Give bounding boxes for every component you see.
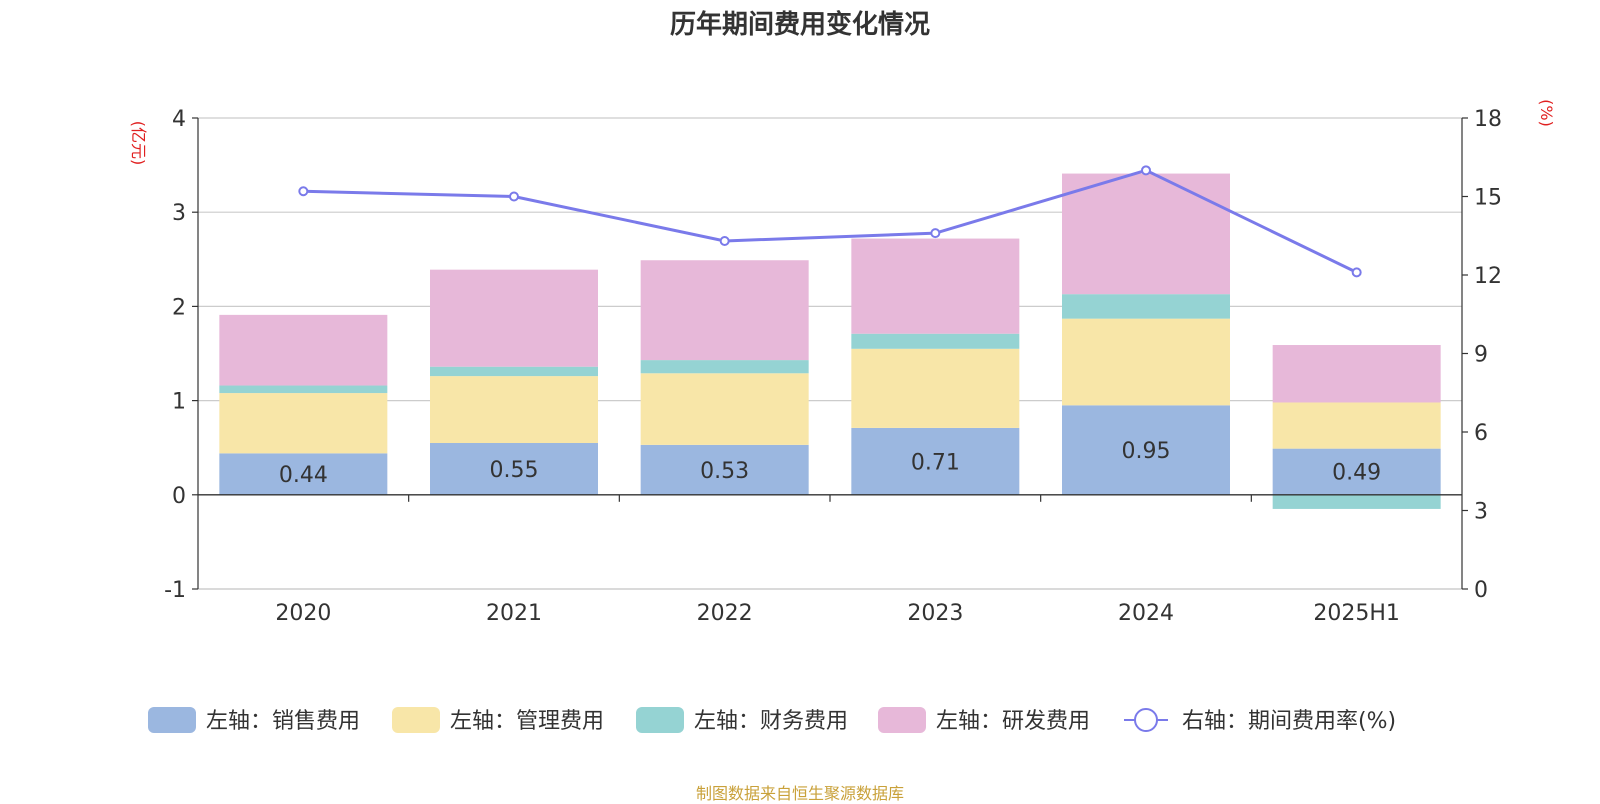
bar-左轴：研发费用-2024 <box>1062 173 1230 295</box>
bar-左轴：财务费用-2025H1 <box>1272 494 1441 509</box>
right-axis-tick-label: 12 <box>1474 264 1502 289</box>
bar-左轴：研发费用-2023 <box>851 238 1020 334</box>
bar-series <box>219 173 1441 509</box>
bar-左轴：销售费用-2020 <box>219 453 388 495</box>
bar-左轴：管理费用-2024 <box>1062 318 1230 406</box>
left-axis-tick-label: 2 <box>172 295 186 320</box>
bar-左轴：管理费用-2020 <box>219 393 388 454</box>
bar-左轴：管理费用-2021 <box>430 376 598 443</box>
right-axis-tick-label: 3 <box>1474 500 1488 525</box>
bar-左轴：研发费用-2022 <box>640 260 809 361</box>
rate-line <box>303 168 1358 274</box>
rate-point-2021 <box>509 191 519 202</box>
bar-左轴：财务费用-2020 <box>219 385 388 394</box>
left-axis-tick-label: 1 <box>172 390 186 415</box>
bar-左轴：销售费用-2024 <box>1062 405 1230 495</box>
bar-左轴：财务费用-2022 <box>640 360 809 374</box>
rate-point-2024 <box>1141 165 1151 176</box>
bar-左轴：管理费用-2022 <box>640 373 809 445</box>
left-axis-tick-label: 0 <box>172 484 186 509</box>
legend: 左轴：销售费用 左轴：管理费用 左轴：财务费用 左轴：研发费用 右轴：期间费用率(%) <box>148 707 1396 734</box>
source-note: 制图数据来自恒生聚源数据库 <box>695 784 904 803</box>
bar-左轴：研发费用-2025H1 <box>1272 345 1441 403</box>
legend-label: 左轴：研发费用 <box>936 709 1090 734</box>
bar-左轴：销售费用-2021 <box>430 442 598 495</box>
legend-swatch <box>392 707 440 733</box>
right-axis-tick-label: 9 <box>1474 343 1488 368</box>
legend-label: 左轴：财务费用 <box>694 709 848 734</box>
right-axis-tick-label: 15 <box>1474 186 1502 211</box>
left-axis-tick-label: 3 <box>172 201 186 226</box>
left-axis-unit: (亿元) <box>129 121 148 166</box>
grid-lines <box>198 117 1462 590</box>
chart-title: 历年期间费用变化情况 <box>669 10 930 40</box>
legend-circle-icon <box>1134 708 1158 732</box>
legend-label: 左轴：管理费用 <box>450 709 604 734</box>
bar-左轴：财务费用-2024 <box>1062 294 1230 319</box>
bar-左轴：研发费用-2020 <box>219 314 388 386</box>
data-label: 0.95 <box>1122 439 1171 464</box>
rate-point-2020 <box>298 186 309 197</box>
x-axis-label: 2025H1 <box>1313 601 1400 626</box>
legend-label: 右轴：期间费用率(%) <box>1182 709 1396 734</box>
data-label: 0.53 <box>700 459 749 484</box>
data-label: 0.49 <box>1332 461 1381 486</box>
x-axis-label: 2020 <box>275 601 331 626</box>
rate-point-2023 <box>930 228 941 239</box>
x-axis-label: 2021 <box>486 601 542 626</box>
legend-label: 左轴：销售费用 <box>206 709 360 734</box>
data-label: 0.55 <box>490 458 539 483</box>
bar-左轴：销售费用-2025H1 <box>1272 448 1441 495</box>
axes: 4 3 2 1 0 -1 (亿元) 18 15 12 9 6 3 0 (%) 2020 2021 2022 2023… <box>129 99 1556 626</box>
rate-point-2022 <box>719 235 730 246</box>
x-axis-label: 2022 <box>697 601 753 626</box>
x-axis-label: 2023 <box>907 601 963 626</box>
data-labels: 0.44 0.55 0.53 0.71 0.95 0.49 <box>279 439 1381 488</box>
legend-swatch <box>636 707 684 733</box>
right-axis-tick-label: 6 <box>1474 421 1488 446</box>
bar-左轴：研发费用-2021 <box>430 269 598 367</box>
bar-左轴：销售费用-2022 <box>640 444 809 495</box>
right-axis-tick-label: 18 <box>1474 107 1502 132</box>
rate-point-2025H1 <box>1351 267 1362 278</box>
left-axis-tick-label: -1 <box>164 578 186 603</box>
x-axis-label: 2024 <box>1118 601 1174 626</box>
bar-左轴：销售费用-2023 <box>851 427 1020 495</box>
bar-左轴：管理费用-2023 <box>851 348 1020 428</box>
data-label: 0.71 <box>911 450 960 475</box>
legend-swatch <box>148 707 196 733</box>
bar-左轴：管理费用-2025H1 <box>1272 402 1441 449</box>
left-axis-tick-label: 4 <box>172 107 186 132</box>
bar-左轴：财务费用-2023 <box>851 333 1020 349</box>
legend-swatch <box>878 707 926 733</box>
line-series <box>298 165 1362 278</box>
right-axis-unit: (%) <box>1537 99 1556 127</box>
right-axis-tick-label: 0 <box>1474 578 1488 603</box>
bar-左轴：财务费用-2021 <box>430 366 598 377</box>
data-label: 0.44 <box>279 463 328 488</box>
